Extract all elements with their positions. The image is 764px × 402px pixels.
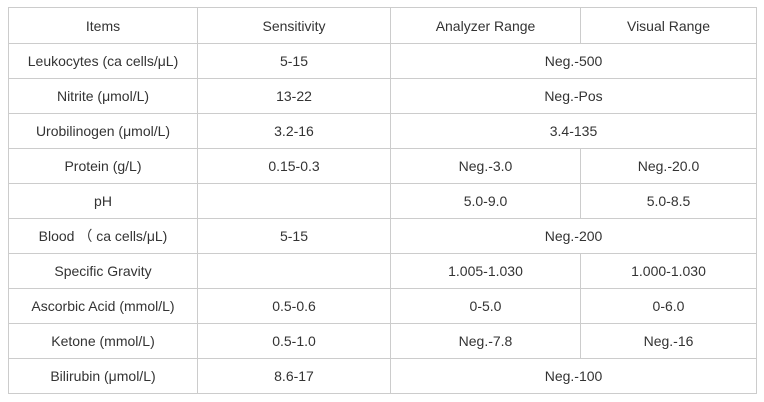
combined-range-cell: 3.4-135 <box>390 113 757 149</box>
item-cell: Specific Gravity <box>8 253 198 289</box>
analyzer-range-cell: Neg.-7.8 <box>390 323 581 359</box>
visual-range-cell: Neg.-16 <box>580 323 757 359</box>
sensitivity-cell: 5-15 <box>197 218 391 254</box>
sensitivity-cell <box>197 253 391 289</box>
item-cell: Bilirubin (μmol/L) <box>8 358 198 394</box>
table-header: Items Sensitivity Analyzer Range Visual … <box>8 7 757 44</box>
item-cell: pH <box>8 183 198 219</box>
item-cell: Ascorbic Acid (mmol/L) <box>8 288 198 324</box>
combined-range-cell: Neg.-500 <box>390 43 757 79</box>
visual-range-cell: 0-6.0 <box>580 288 757 324</box>
sensitivity-cell: 0.15-0.3 <box>197 148 391 184</box>
sensitivity-cell: 0.5-1.0 <box>197 323 391 359</box>
urinalysis-ranges-table: Items Sensitivity Analyzer Range Visual … <box>8 7 757 394</box>
table-row: Ketone (mmol/L) 0.5-1.0 Neg.-7.8 Neg.-16 <box>8 323 757 359</box>
sensitivity-cell <box>197 183 391 219</box>
column-header-items: Items <box>8 7 198 44</box>
visual-range-cell: Neg.-20.0 <box>580 148 757 184</box>
item-cell: Ketone (mmol/L) <box>8 323 198 359</box>
combined-range-cell: Neg.-100 <box>390 358 757 394</box>
item-cell: Protein (g/L) <box>8 148 198 184</box>
column-header-analyzer-range: Analyzer Range <box>390 7 581 44</box>
table-row: Leukocytes (ca cells/μL) 5-15 Neg.-500 <box>8 43 757 79</box>
table-row: Bilirubin (μmol/L) 8.6-17 Neg.-100 <box>8 358 757 394</box>
sensitivity-cell: 3.2-16 <box>197 113 391 149</box>
header-row: Items Sensitivity Analyzer Range Visual … <box>8 7 757 44</box>
visual-range-cell: 1.000-1.030 <box>580 253 757 289</box>
combined-range-cell: Neg.-200 <box>390 218 757 254</box>
item-cell: Blood （ ca cells/μL) <box>8 218 198 254</box>
table-row: Specific Gravity 1.005-1.030 1.000-1.030 <box>8 253 757 289</box>
sensitivity-cell: 13-22 <box>197 78 391 114</box>
item-cell: Nitrite (μmol/L) <box>8 78 198 114</box>
visual-range-cell: 5.0-8.5 <box>580 183 757 219</box>
analyzer-range-cell: 1.005-1.030 <box>390 253 581 289</box>
table-row: Blood （ ca cells/μL) 5-15 Neg.-200 <box>8 218 757 254</box>
table-row: Urobilinogen (μmol/L) 3.2-16 3.4-135 <box>8 113 757 149</box>
table-body: Leukocytes (ca cells/μL) 5-15 Neg.-500 Nitr… <box>8 43 757 394</box>
column-header-visual-range: Visual Range <box>580 7 757 44</box>
item-cell: Leukocytes (ca cells/μL) <box>8 43 198 79</box>
analyzer-range-cell: 5.0-9.0 <box>390 183 581 219</box>
analyzer-range-cell: Neg.-3.0 <box>390 148 581 184</box>
table-row: pH 5.0-9.0 5.0-8.5 <box>8 183 757 219</box>
table-row: Ascorbic Acid (mmol/L) 0.5-0.6 0-5.0 0-6.0 <box>8 288 757 324</box>
item-cell: Urobilinogen (μmol/L) <box>8 113 198 149</box>
column-header-sensitivity: Sensitivity <box>197 7 391 44</box>
table-row: Nitrite (μmol/L) 13-22 Neg.-Pos <box>8 78 757 114</box>
sensitivity-cell: 5-15 <box>197 43 391 79</box>
analyzer-range-cell: 0-5.0 <box>390 288 581 324</box>
sensitivity-cell: 8.6-17 <box>197 358 391 394</box>
combined-range-cell: Neg.-Pos <box>390 78 757 114</box>
table-row: Protein (g/L) 0.15-0.3 Neg.-3.0 Neg.-20.0 <box>8 148 757 184</box>
sensitivity-cell: 0.5-0.6 <box>197 288 391 324</box>
